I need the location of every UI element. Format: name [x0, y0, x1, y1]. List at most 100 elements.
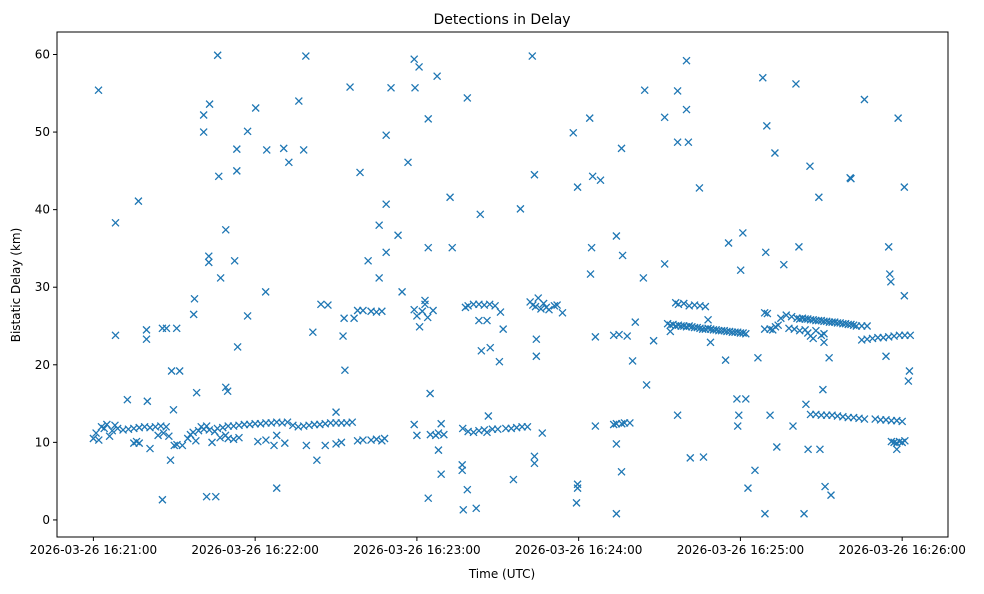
data-point	[738, 228, 747, 237]
data-point	[766, 411, 775, 420]
data-point	[142, 325, 151, 334]
data-point	[531, 302, 540, 311]
data-point	[762, 121, 771, 130]
data-point	[617, 144, 626, 153]
data-point	[585, 114, 594, 123]
data-point	[302, 441, 311, 450]
plot-frame	[56, 31, 949, 538]
data-point	[779, 260, 788, 269]
data-point	[154, 431, 163, 440]
data-point	[591, 422, 600, 431]
x-axis-ticks: 2026-03-26 16:21:00 2026-03-26 16:22:00 20…	[30, 537, 966, 557]
data-point	[477, 346, 486, 355]
data-point	[301, 52, 310, 61]
data-point	[753, 353, 762, 362]
data-point	[820, 329, 828, 338]
y-tick-label: 50	[35, 125, 50, 139]
data-point	[426, 389, 435, 398]
data-point	[523, 422, 532, 431]
data-point	[486, 343, 495, 352]
data-point	[768, 325, 777, 334]
chart-title: Detections in Delay	[433, 12, 570, 28]
data-point	[359, 306, 367, 315]
data-point	[230, 256, 239, 265]
data-point	[860, 95, 869, 104]
y-axis-label: Bistatic Delay (km)	[9, 228, 23, 343]
data-point	[558, 308, 567, 317]
data-point	[279, 144, 288, 153]
data-point	[337, 438, 346, 447]
data-point	[766, 325, 775, 334]
data-point	[411, 83, 419, 92]
data-point	[437, 470, 446, 479]
data-point	[270, 441, 278, 450]
x-tick-label: 2026-03-26 16:24:00	[515, 543, 642, 557]
y-tick-label: 30	[35, 280, 50, 294]
data-point	[809, 334, 818, 343]
data-point	[243, 311, 252, 320]
data-point	[105, 432, 114, 441]
data-point	[732, 394, 741, 403]
data-point	[516, 204, 525, 213]
data-point	[882, 352, 890, 361]
data-point	[424, 114, 433, 123]
data-point	[684, 138, 693, 147]
data-point	[615, 330, 624, 339]
data-point	[211, 492, 220, 501]
data-point	[170, 441, 179, 450]
x-tick-label: 2026-03-26 16:23:00	[353, 543, 480, 557]
data-point	[905, 367, 914, 375]
data-point	[404, 158, 412, 167]
data-point	[111, 218, 120, 227]
data-point	[758, 73, 767, 82]
data-point	[190, 294, 199, 303]
data-point	[686, 453, 695, 462]
data-point	[421, 296, 429, 305]
data-point	[208, 438, 216, 447]
data-point	[364, 256, 373, 265]
data-point	[424, 243, 433, 252]
y-tick-label: 60	[35, 47, 50, 61]
data-point	[448, 243, 457, 252]
data-point	[612, 509, 621, 518]
data-point	[339, 332, 347, 341]
data-point	[205, 100, 214, 109]
data-point	[900, 183, 909, 192]
data-point	[569, 128, 578, 137]
data-point	[804, 445, 813, 454]
data-point	[673, 138, 682, 147]
data-point	[904, 377, 913, 386]
data-point	[472, 504, 481, 513]
data-point	[108, 426, 117, 435]
data-point	[223, 387, 232, 396]
data-point	[724, 239, 733, 247]
data-point	[801, 400, 810, 409]
data-point	[94, 86, 103, 95]
data-point	[679, 299, 688, 308]
data-point	[591, 332, 600, 341]
data-point	[900, 436, 909, 445]
data-point	[699, 453, 708, 462]
data-point	[410, 420, 419, 429]
data-point	[434, 446, 443, 455]
data-point	[588, 172, 597, 181]
data-point	[192, 388, 201, 397]
data-point	[800, 509, 808, 518]
data-point	[380, 434, 389, 443]
data-point	[906, 331, 915, 340]
data-point	[532, 335, 541, 344]
data-point	[312, 456, 321, 465]
data-point	[530, 459, 539, 468]
data-point	[821, 482, 830, 491]
x-tick-label: 2026-03-26 16:21:00	[30, 543, 157, 557]
data-point	[682, 105, 691, 114]
data-point	[820, 338, 828, 347]
x-axis-label: Time (UTC)	[468, 567, 535, 581]
data-point	[410, 55, 419, 64]
data-point	[169, 405, 178, 414]
data-point	[760, 509, 769, 518]
data-point	[545, 305, 553, 314]
data-point	[493, 425, 502, 434]
data-point	[741, 329, 750, 338]
